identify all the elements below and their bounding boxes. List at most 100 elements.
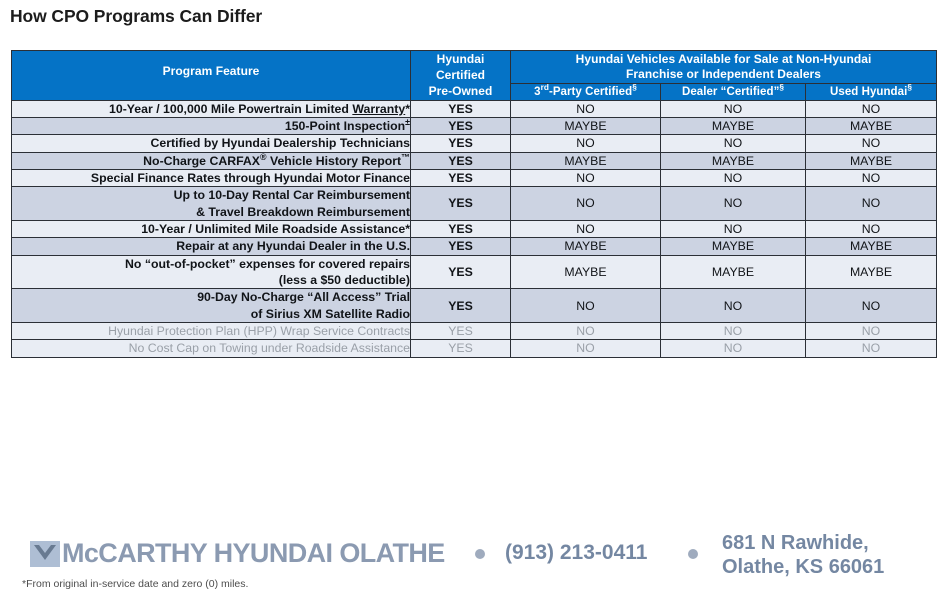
value-cell-dealer-certified: NO [660,339,806,358]
value-cell-used-hyundai: NO [804,168,938,188]
dealer-watermark-overlay: McCARTHY HYUNDAI OLATHE (913) 213-0411 6… [0,527,948,583]
table-header-row-sub: 3rd-Party Certified§ Dealer “Certified”§… [12,82,938,101]
feature-line: No “out-of-pocket” expenses for covered … [125,256,410,271]
table-row: 10-Year / Unlimited Mile Roadside Assist… [11,219,938,239]
cpo-comparison-table: Program Feature Hyundai Certified Pre-Ow… [11,49,938,358]
feature-line: 90-Day No-Charge “All Access” Trial [197,290,410,305]
feature-line: 150-Point Inspection± [284,116,410,133]
table-row: Certified by Hyundai Dealership Technici… [11,134,938,153]
dealer-address-line-1: 681 N Rawhide, [722,532,869,554]
value-cell-hcpo: YES [410,237,511,256]
feature-cell: Hyundai Protection Plan (HPP) Wrap Servi… [11,322,411,341]
value-cell-used-hyundai: NO [804,186,938,221]
used-hyundai-footnote-marker: § [907,82,912,92]
value-cell-dealer-certified: MAYBE [660,151,806,170]
value-cell-third-party-certified: MAYBE [510,254,661,290]
feature-line: No Cost Cap on Towing under Roadside Ass… [128,341,410,356]
value-cell-dealer-certified: MAYBE [660,116,806,136]
value-cell-dealer-certified: MAYBE [660,254,806,290]
table-body: 10-Year / 100,000 Mile Powertrain Limite… [11,99,938,358]
column-header-used-hyundai: Used Hyundai§ [804,82,938,101]
table-header: Program Feature Hyundai Certified Pre-Ow… [11,49,938,101]
third-party-ordinal: rd [540,82,549,92]
value-cell-third-party-certified: NO [510,322,661,341]
table-row: No “out-of-pocket” expenses for covered … [11,254,938,290]
value-cell-used-hyundai: MAYBE [804,151,938,170]
dealer-name: McCARTHY HYUNDAI OLATHE [62,538,445,568]
column-header-third-party-certified: 3rd-Party Certified§ [510,82,661,101]
dealer-logo-icon [30,541,60,567]
table-header-row-top: Program Feature Hyundai Certified Pre-Ow… [11,49,938,101]
table-row: Up to 10-Day Rental Car Reimbursement & T… [11,186,938,221]
feature-line: (less a $50 deductible) [278,273,410,287]
value-cell-third-party-certified: NO [510,186,661,221]
value-cell-hcpo: YES [410,254,511,290]
feature-line: 10-Year / 100,000 Mile Powertrain Limite… [109,101,410,116]
value-cell-dealer-certified: NO [660,134,806,153]
value-cell-hcpo: YES [410,116,511,136]
value-cell-dealer-certified: NO [660,219,806,239]
feature-line: 10-Year / Unlimited Mile Roadside Assist… [141,221,410,236]
column-header-group-non-hyundai: Hyundai Vehicles Available for Sale at N… [509,49,938,85]
feature-cell: No “out-of-pocket” expenses for covered … [11,254,411,290]
value-cell-third-party-certified: NO [510,288,661,324]
value-cell-used-hyundai: NO [804,219,938,239]
value-cell-hcpo: YES [410,288,511,324]
value-cell-hcpo: YES [410,99,511,118]
value-cell-used-hyundai: NO [804,134,938,153]
value-cell-third-party-certified: NO [510,168,661,188]
feature-cell: No Cost Cap on Towing under Roadside Ass… [11,339,411,358]
value-cell-hcpo: YES [410,339,511,358]
watermark-separator-dot-1 [475,549,485,559]
page-title: How CPO Programs Can Differ [10,6,263,26]
value-cell-hcpo: YES [410,219,511,239]
dealer-certified-footnote-marker: § [779,82,785,92]
used-hyundai-base: Used Hyundai [830,85,908,98]
value-cell-third-party-certified: NO [510,134,661,153]
value-cell-third-party-certified: NO [510,99,661,118]
value-cell-dealer-certified: NO [660,99,806,118]
value-cell-dealer-certified: NO [660,322,806,341]
feature-line: Hyundai Protection Plan (HPP) Wrap Servi… [108,324,410,339]
feature-line: Up to 10-Day Rental Car Reimbursement [173,188,410,203]
table-row: Repair at any Hyundai Dealer in the U.S.… [11,237,938,256]
feature-line: No-Charge CARFAX® Vehicle History Report… [143,151,410,168]
value-cell-used-hyundai: MAYBE [804,116,938,136]
value-cell-dealer-certified: NO [660,288,806,324]
value-cell-third-party-certified: NO [510,219,661,239]
table-row: 90-Day No-Charge “All Access” Trial of Si… [11,288,938,324]
hcpo-header-line-1: Hyundai [436,52,485,66]
feature-cell: 90-Day No-Charge “All Access” Trial of Si… [11,288,411,324]
value-cell-used-hyundai: NO [804,339,938,358]
value-cell-dealer-certified: NO [660,168,806,188]
dealer-phone[interactable]: (913) 213-0411 [505,541,648,564]
feature-cell: Certified by Hyundai Dealership Technici… [11,134,411,153]
value-cell-used-hyundai: MAYBE [804,254,938,290]
hcpo-header-line-2: Certified [435,68,486,83]
feature-cell: 10-Year / 100,000 Mile Powertrain Limite… [11,99,411,118]
dealer-address-line-2: Olathe, KS 66061 [722,556,885,578]
group-header-line-2: Franchise or Independent Dealers [626,67,822,82]
table-row: 10-Year / 100,000 Mile Powertrain Limite… [11,99,938,118]
feature-cell: No-Charge CARFAX® Vehicle History Report… [11,151,411,170]
footnote-text: *From original in-service date and zero … [22,578,249,590]
column-header-dealer-certified: Dealer “Certified”§ [660,82,806,101]
value-cell-hcpo: YES [410,322,511,341]
hcpo-header-line-3: Pre-Owned [428,84,493,99]
third-party-base: -Party Certified [548,85,633,98]
column-header-program-feature: Program Feature [11,50,411,101]
dealer-address: 681 N Rawhide, Olathe, KS 66061 [722,531,884,579]
feature-cell: 10-Year / Unlimited Mile Roadside Assist… [11,219,411,239]
table-row: No-Charge CARFAX® Vehicle History Report… [11,151,938,170]
value-cell-third-party-certified: NO [510,339,661,358]
feature-cell: Repair at any Hyundai Dealer in the U.S. [11,237,411,256]
feature-cell: Special Finance Rates through Hyundai Mo… [11,168,411,188]
value-cell-hcpo: YES [410,168,511,188]
value-cell-used-hyundai: NO [804,99,938,118]
feature-line: of Sirius XM Satellite Radio [250,306,410,321]
value-cell-third-party-certified: MAYBE [510,151,661,170]
feature-line: & Travel Breakdown Reimbursement [196,204,410,219]
table-row: No Cost Cap on Towing under Roadside Ass… [11,339,938,358]
value-cell-used-hyundai: NO [804,322,938,341]
value-cell-used-hyundai: NO [804,288,938,324]
